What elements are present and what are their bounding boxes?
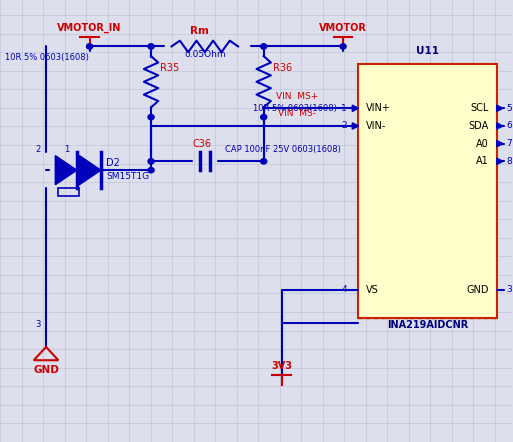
Circle shape [148, 159, 154, 164]
Circle shape [261, 44, 267, 49]
Text: 1: 1 [341, 104, 347, 113]
Text: VIN-: VIN- [366, 121, 386, 131]
Bar [58, 188, 79, 196]
Text: A1: A1 [476, 156, 489, 166]
Text: VIN  MS+: VIN MS+ [276, 91, 318, 101]
Text: 2: 2 [36, 145, 41, 155]
Text: VMOTOR_IN: VMOTOR_IN [57, 23, 122, 33]
Text: VMOTOR: VMOTOR [319, 23, 367, 33]
Circle shape [148, 168, 154, 173]
Circle shape [148, 44, 154, 49]
Circle shape [87, 44, 93, 49]
Text: VIN+: VIN+ [366, 103, 391, 113]
Text: 10R 5% 0603(1608): 10R 5% 0603(1608) [253, 103, 338, 113]
Polygon shape [352, 105, 359, 111]
Polygon shape [497, 123, 503, 129]
Text: R36: R36 [273, 63, 292, 73]
Text: VIN  MS-: VIN MS- [278, 109, 316, 118]
Polygon shape [80, 156, 101, 185]
Text: INA219AIDCNR: INA219AIDCNR [387, 320, 468, 330]
Text: R35: R35 [160, 63, 180, 73]
Text: C36: C36 [193, 139, 212, 149]
Text: 5: 5 [506, 104, 511, 113]
Text: 6: 6 [506, 122, 511, 130]
Circle shape [340, 44, 346, 49]
Text: U11: U11 [416, 46, 439, 57]
Text: 4: 4 [342, 285, 347, 294]
Text: A0: A0 [476, 139, 489, 149]
Circle shape [261, 114, 267, 120]
Circle shape [261, 159, 267, 164]
Text: D2: D2 [106, 158, 120, 168]
Text: 8: 8 [506, 157, 511, 166]
Text: 3: 3 [506, 285, 511, 294]
Polygon shape [55, 156, 77, 185]
Text: 0.05Ohm: 0.05Ohm [184, 50, 226, 60]
Text: 2: 2 [342, 122, 347, 130]
Bar [359, 64, 497, 318]
Text: SCL: SCL [470, 103, 489, 113]
Circle shape [148, 114, 154, 120]
Text: VS: VS [366, 285, 379, 294]
Polygon shape [352, 123, 359, 129]
Text: Rm: Rm [190, 26, 209, 36]
Text: 7: 7 [506, 139, 511, 148]
Text: SM15T1G: SM15T1G [106, 172, 149, 181]
Text: 3V3: 3V3 [271, 361, 292, 371]
Text: 10R 5% 0603(1608): 10R 5% 0603(1608) [5, 53, 89, 62]
Text: SDA: SDA [469, 121, 489, 131]
Text: GND: GND [466, 285, 489, 294]
Polygon shape [497, 105, 503, 111]
Text: CAP 100nF 25V 0603(1608): CAP 100nF 25V 0603(1608) [225, 145, 341, 154]
Polygon shape [497, 141, 503, 147]
Polygon shape [497, 158, 503, 164]
Text: 3: 3 [35, 320, 41, 329]
Text: GND: GND [33, 366, 59, 376]
Text: 1: 1 [64, 145, 69, 155]
